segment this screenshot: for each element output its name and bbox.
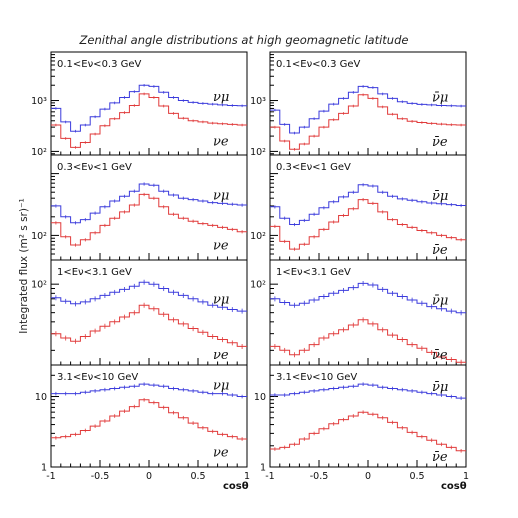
series-label: ν̄μ [432,90,448,105]
series-label: ν̄μ [432,380,448,395]
x-axis-label-left: cosθ [223,481,249,492]
y-tick-label: 10² [250,280,266,291]
series-outline [51,399,247,440]
y-tick-label: 1 [260,463,266,474]
series-electron [51,397,247,441]
series-label: ν̄e [432,243,448,258]
series-electron [51,92,247,149]
series-label: ν̄e [432,450,448,465]
series-label: ν̄e [432,348,448,363]
y-tick-label: 10² [31,147,47,158]
x-axis-label-right: cosθ [441,481,467,492]
y-tick-label: 10² [31,231,47,242]
x-tick-label: 0 [146,471,152,482]
x-tick-label: -0.5 [91,471,110,482]
panel-5: 10² νμ νe 1<Eν<3.1 GeV [31,259,248,366]
panel-7: 10 1 νμ νe 3.1<Eν<10 GeV -1 -0.5 0 0.5 1 [35,364,250,482]
chart-title: Zenithal angle distributions at high geo… [79,33,409,47]
series-muon [270,85,466,135]
panel-1: 10³ 10² νμ νe 0.1<Eν<0.3 GeV [31,51,248,158]
series-electron [270,410,466,453]
series-label: νμ [213,90,229,105]
y-tick-label: 10 [35,392,47,403]
series-electron [270,317,466,365]
series-label: νμ [213,379,229,394]
series-muon [51,382,247,399]
x-tick-label: 1 [463,471,469,482]
series-outline [51,383,247,397]
series-electron [51,302,247,349]
series-muon [51,182,247,225]
x-tick-label: 0.5 [190,471,205,482]
y-tick-label: 10 [254,392,266,403]
series-label: ν̄μ [432,189,448,204]
series-muon [270,280,466,316]
energy-range-label: 3.1<Eν<10 GeV [57,372,138,383]
y-tick-label: 1 [41,463,47,474]
y-tick-label: 10² [31,280,47,291]
x-tick-label: 0 [365,471,371,482]
series-label: ν̄e [432,135,448,150]
energy-range-label: 1<Eν<3.1 GeV [276,267,351,278]
series-label: νe [213,135,229,150]
y-tick-label: 10³ [250,96,266,107]
y-tick-label: 10² [250,231,266,242]
x-tick-label: 1 [244,471,250,482]
energy-range-label: 0.3<Eν<1 GeV [57,162,132,173]
series-muon [270,183,466,227]
x-tick-label: -1 [265,471,274,482]
x-tick-label: 0.5 [409,471,424,482]
series-outline [51,304,247,347]
series-label: νμ [213,292,229,307]
panel-3: 10² νμ νe 0.3<Eν<1 GeV [31,154,248,261]
y-axis-label: Integrated flux (m² s sr)⁻¹ [18,198,30,333]
series-label: νe [213,445,229,460]
energy-range-label: 0.1<Eν<0.3 GeV [57,59,142,70]
series-muon [51,83,247,133]
y-tick-label: 10² [250,147,266,158]
panel-4: 10² ν̄μ ν̄e 0.3<Eν<1 GeV [250,154,467,261]
energy-range-label: 0.1<Eν<0.3 GeV [276,59,361,70]
series-label: νe [213,238,229,253]
panel-8: 10 1 ν̄μ ν̄e 3.1<Eν<10 GeV -1 -0.5 0 0.5 1 [254,364,469,482]
panel-6: 10² ν̄μ ν̄e 1<Eν<3.1 GeV [250,259,467,366]
series-outline [270,411,466,452]
series-muon [51,279,247,314]
series-outline [270,383,466,399]
energy-range-label: 1<Eν<3.1 GeV [57,267,132,278]
energy-range-label: 0.3<Eν<1 GeV [276,162,351,173]
panel-2: 10³ 10² ν̄μ ν̄e 0.1<Eν<0.3 GeV [250,51,467,158]
series-label: νe [213,348,229,363]
energy-range-label: 3.1<Eν<10 GeV [276,372,357,383]
panel-grid: 10³ 10² νμ νe 0.1<Eν<0.3 GeV 10³ 10² ν̄μ ν̄e 0.1<… [31,51,469,482]
series-electron [270,198,466,251]
series-label: νμ [213,188,229,203]
series-electron [270,93,466,151]
x-tick-label: -1 [46,471,55,482]
series-label: ν̄μ [432,294,448,309]
y-tick-label: 10³ [31,96,47,107]
series-electron [51,192,247,247]
x-tick-label: -0.5 [310,471,329,482]
series-muon [270,382,466,400]
